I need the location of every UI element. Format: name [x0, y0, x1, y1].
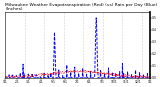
- Text: Milwaukee Weather Evapotranspiration (Red) (vs) Rain per Day (Blue) (Inches): Milwaukee Weather Evapotranspiration (Re…: [5, 3, 157, 11]
